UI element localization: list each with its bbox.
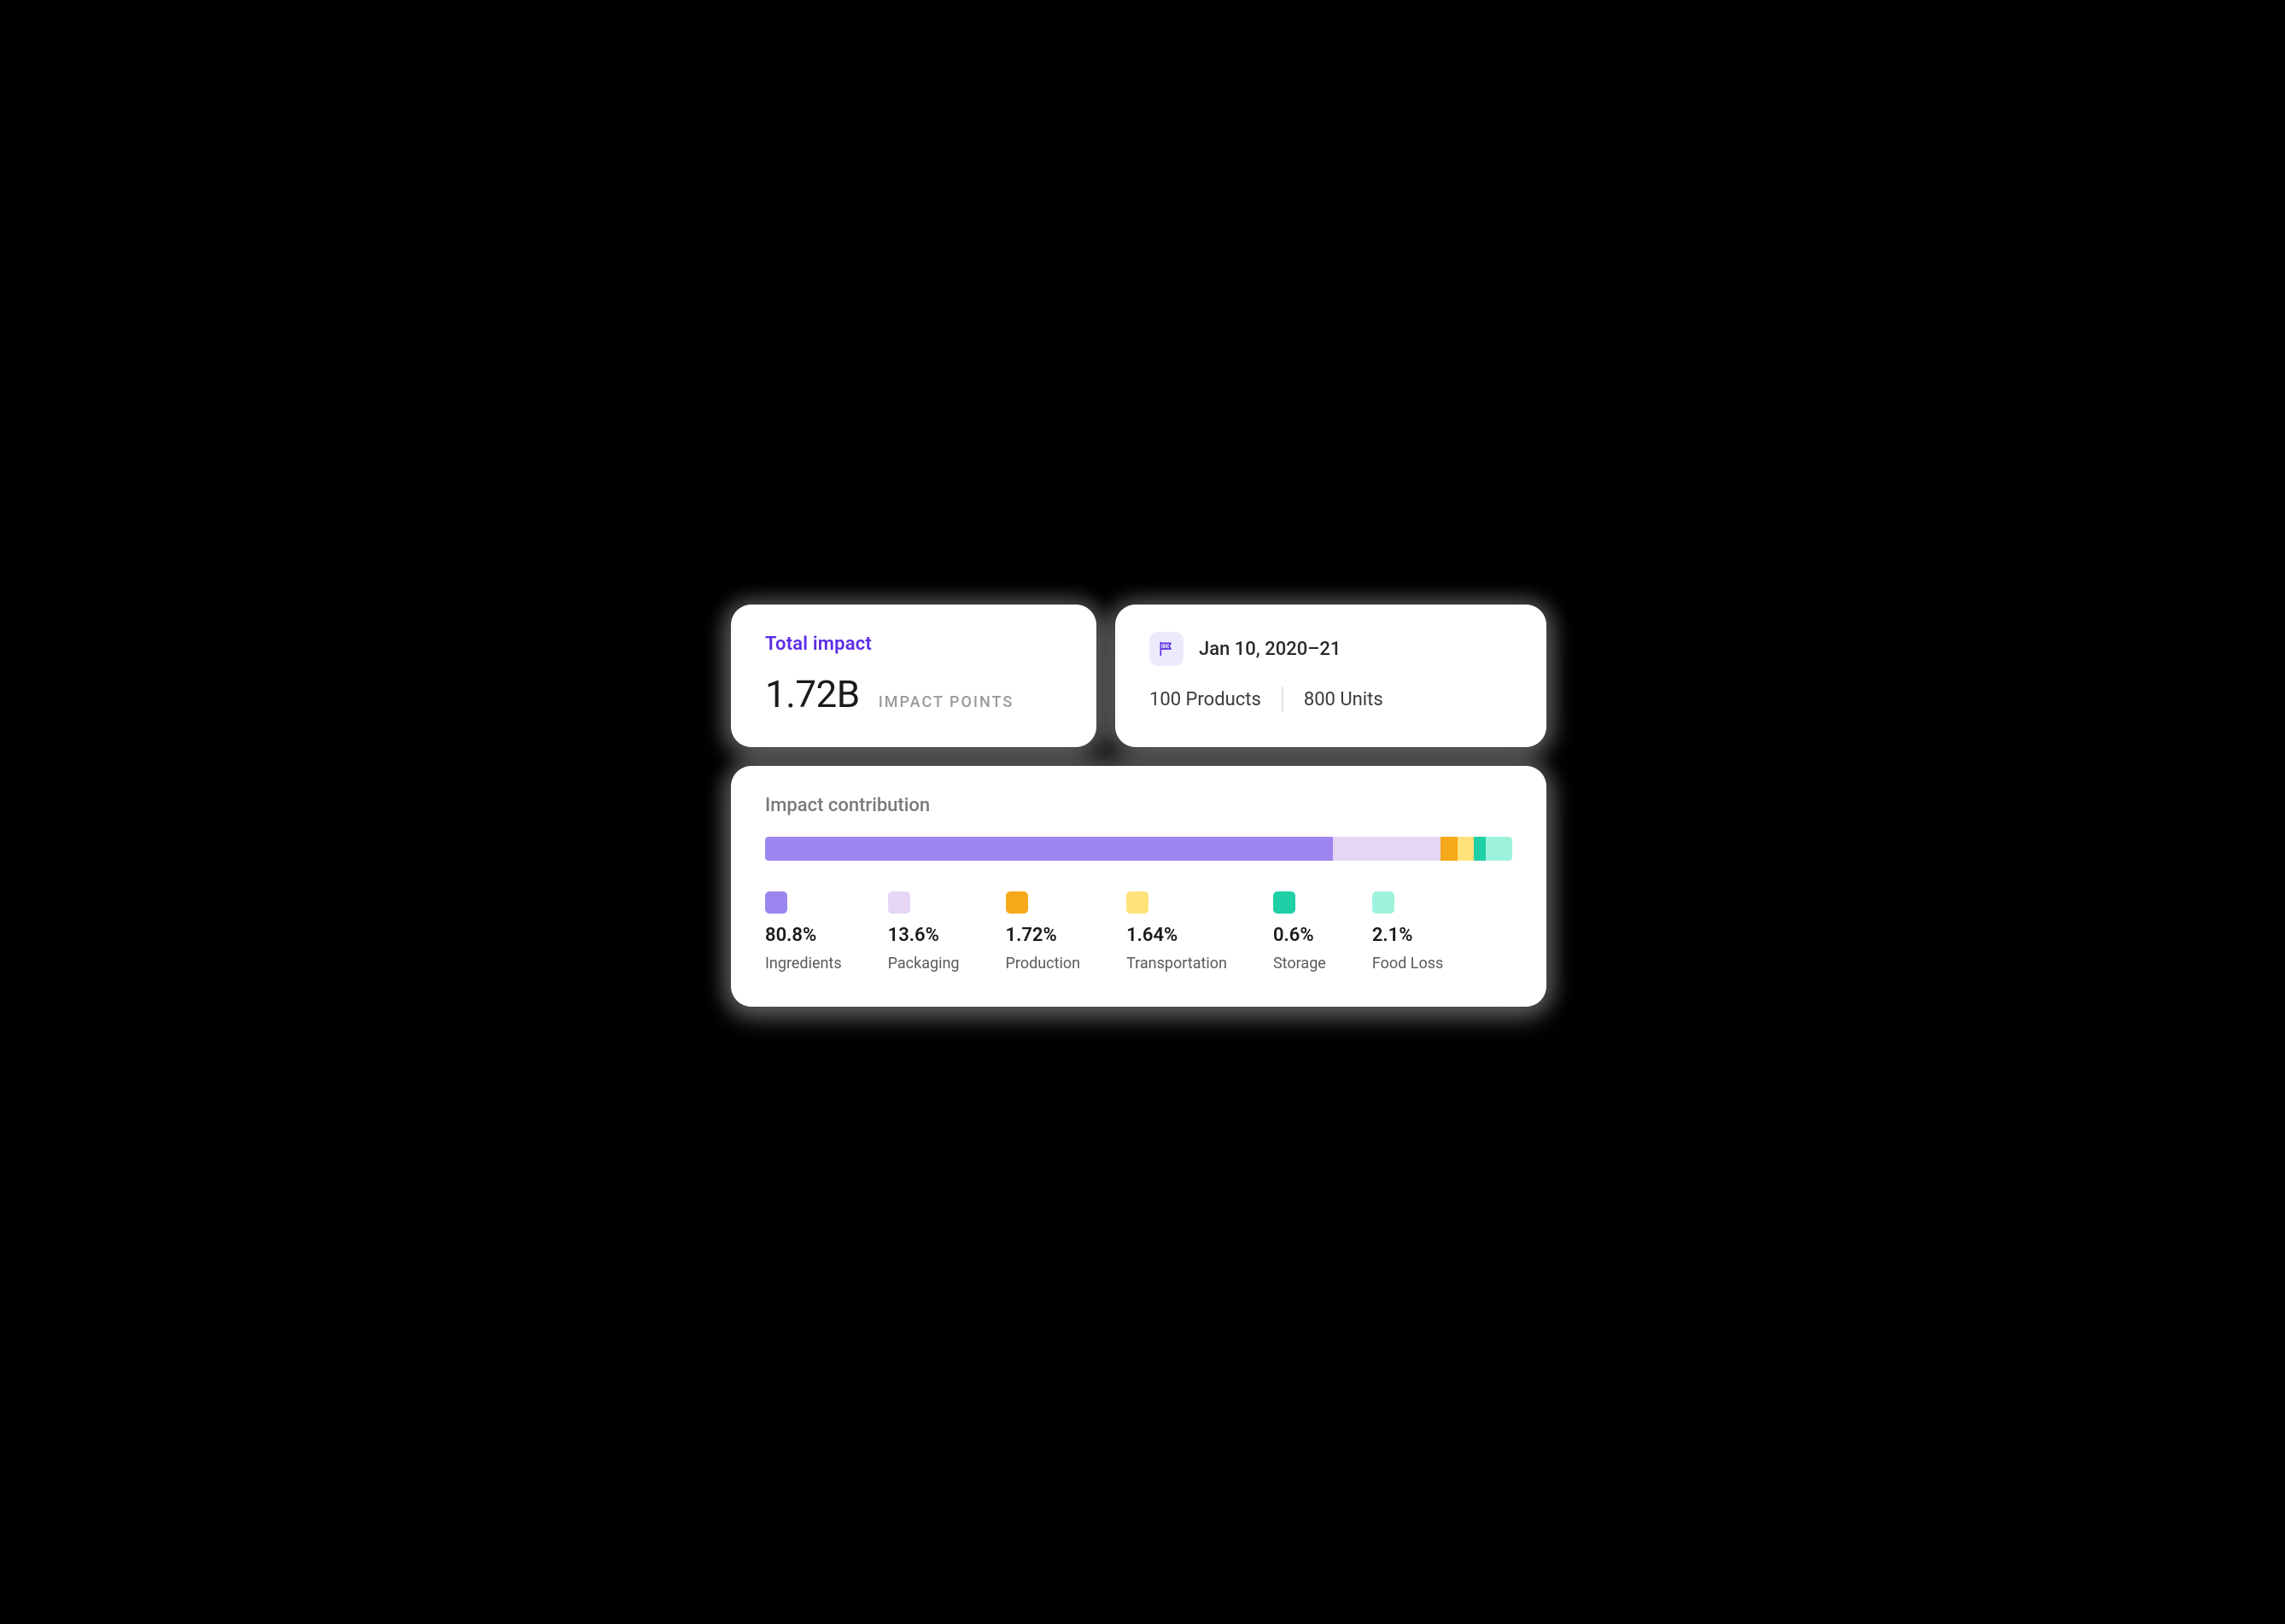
legend-label: Production bbox=[1006, 955, 1081, 973]
summary-top-row: Jan 10, 2020–21 bbox=[1149, 632, 1512, 666]
summary-bottom-row: 100 Products 800 Units bbox=[1149, 686, 1512, 712]
bar-segment bbox=[1474, 837, 1486, 861]
total-impact-units: IMPACT POINTS bbox=[879, 693, 1014, 711]
date-range: Jan 10, 2020–21 bbox=[1199, 639, 1341, 660]
contribution-legend: 80.8% Ingredients 13.6% Packaging 1.72% Produ… bbox=[765, 891, 1512, 973]
bar-segment bbox=[1458, 837, 1474, 861]
total-impact-title: Total impact bbox=[765, 634, 1062, 655]
dashboard-stage: Total impact 1.72B IMPACT POINTS Ja bbox=[586, 417, 1699, 1207]
bar-segment bbox=[1333, 837, 1441, 861]
bar-segment bbox=[1486, 837, 1512, 861]
summary-card: Jan 10, 2020–21 100 Products 800 Units bbox=[1115, 605, 1546, 747]
stat-divider bbox=[1282, 686, 1283, 712]
total-impact-card: Total impact 1.72B IMPACT POINTS bbox=[731, 605, 1096, 747]
legend-percent: 1.72% bbox=[1006, 926, 1081, 946]
bar-segment bbox=[765, 837, 1333, 861]
legend-item: 13.6% Packaging bbox=[888, 891, 960, 973]
impact-contribution-card: Impact contribution 80.8% Ingredients 13.6… bbox=[731, 766, 1546, 1007]
legend-swatch bbox=[1126, 891, 1148, 914]
units-count: 800 Units bbox=[1304, 689, 1383, 710]
card-group: Total impact 1.72B IMPACT POINTS Ja bbox=[731, 605, 1546, 1007]
total-impact-value: 1.72B bbox=[765, 672, 860, 716]
legend-percent: 0.6% bbox=[1273, 926, 1326, 946]
legend-swatch bbox=[1372, 891, 1394, 914]
total-impact-value-row: 1.72B IMPACT POINTS bbox=[765, 672, 1062, 716]
legend-swatch bbox=[1273, 891, 1295, 914]
legend-item: 1.72% Production bbox=[1006, 891, 1081, 973]
legend-label: Ingredients bbox=[765, 955, 842, 973]
legend-percent: 1.64% bbox=[1126, 926, 1227, 946]
legend-percent: 13.6% bbox=[888, 926, 960, 946]
legend-label: Packaging bbox=[888, 955, 960, 973]
legend-item: 0.6% Storage bbox=[1273, 891, 1326, 973]
products-count: 100 Products bbox=[1149, 689, 1261, 710]
legend-label: Transportation bbox=[1126, 955, 1227, 973]
bar-segment bbox=[1441, 837, 1458, 861]
flag-icon bbox=[1149, 632, 1183, 666]
legend-percent: 2.1% bbox=[1372, 926, 1443, 946]
legend-item: 1.64% Transportation bbox=[1126, 891, 1227, 973]
contribution-bar bbox=[765, 837, 1512, 861]
contribution-title: Impact contribution bbox=[765, 795, 1512, 816]
legend-label: Food Loss bbox=[1372, 955, 1443, 973]
legend-swatch bbox=[765, 891, 787, 914]
legend-item: 2.1% Food Loss bbox=[1372, 891, 1443, 973]
legend-label: Storage bbox=[1273, 955, 1326, 973]
legend-swatch bbox=[888, 891, 910, 914]
legend-item: 80.8% Ingredients bbox=[765, 891, 842, 973]
legend-swatch bbox=[1006, 891, 1028, 914]
legend-percent: 80.8% bbox=[765, 926, 842, 946]
top-row: Total impact 1.72B IMPACT POINTS Ja bbox=[731, 605, 1546, 747]
